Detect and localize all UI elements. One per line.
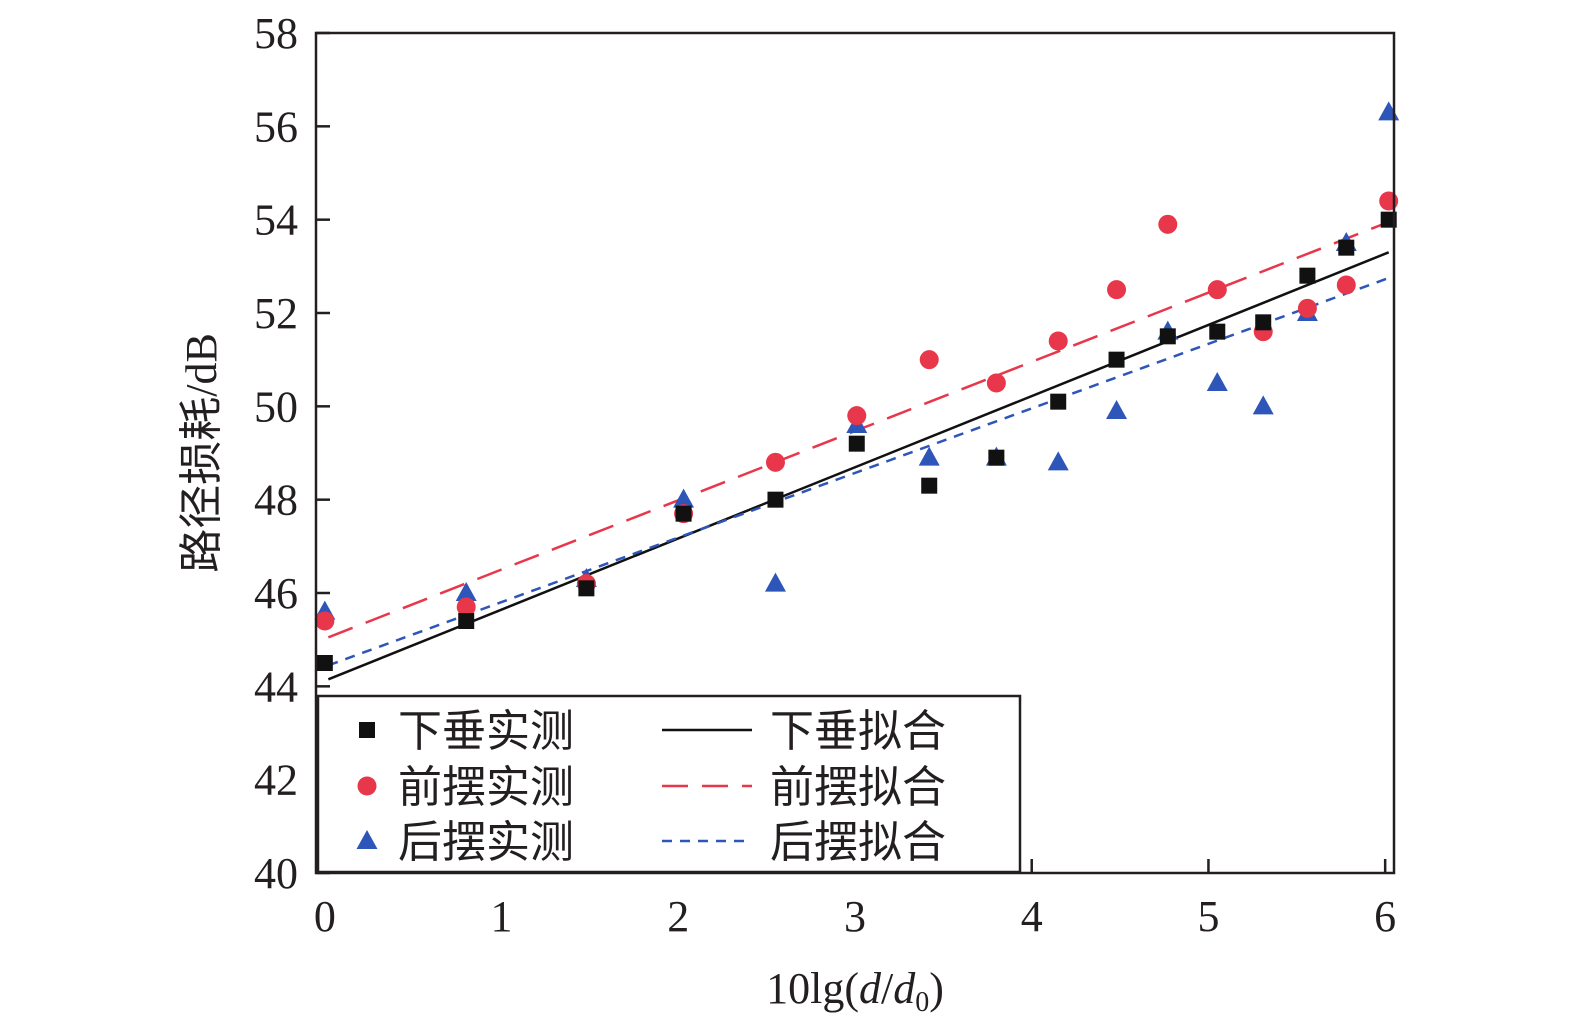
data-point <box>847 406 867 426</box>
data-point <box>764 572 786 592</box>
y-tick-label: 48 <box>254 476 298 525</box>
data-point <box>1338 239 1355 256</box>
data-point <box>1159 328 1176 345</box>
data-point <box>1297 298 1317 318</box>
data-point <box>455 582 477 601</box>
data-point <box>1207 280 1227 300</box>
data-point <box>1206 372 1228 391</box>
series-circle <box>315 191 1399 631</box>
data-point <box>1379 191 1399 211</box>
y-tick-label: 56 <box>254 102 298 151</box>
data-point <box>316 655 333 671</box>
data-point <box>1107 280 1127 300</box>
y-tick-label: 52 <box>254 289 298 338</box>
data-point <box>986 373 1006 393</box>
data-point <box>315 611 335 631</box>
legend-box <box>316 694 1022 874</box>
data-point <box>578 580 595 597</box>
legend-marker <box>356 830 378 849</box>
data-point <box>1050 393 1067 410</box>
data-point <box>456 597 476 617</box>
data-point <box>765 452 785 472</box>
data-point <box>1255 314 1272 331</box>
series-triangle <box>314 101 1400 620</box>
data-point <box>1108 351 1125 368</box>
data-point <box>673 488 695 508</box>
fit-line <box>327 251 1390 681</box>
data-point <box>1209 323 1226 340</box>
x-tick-label: 1 <box>491 892 513 941</box>
data-point <box>919 350 939 370</box>
x-tick-label: 2 <box>667 892 689 941</box>
data-point <box>675 505 692 522</box>
data-point <box>767 491 784 508</box>
y-axis-title: 路径损耗/dB <box>177 333 226 573</box>
data-point <box>1106 400 1128 419</box>
y-tick-label: 50 <box>254 382 298 431</box>
data-point <box>921 477 938 494</box>
legend-label: 后摆拟合 <box>770 818 946 867</box>
data-point <box>458 613 475 629</box>
data-point <box>988 449 1005 466</box>
data-point <box>1378 101 1400 121</box>
legend-label: 下垂拟合 <box>770 707 946 756</box>
legend-label: 下垂实测 <box>398 707 574 756</box>
data-markers <box>314 101 1400 671</box>
x-axis-title-var-d: d <box>859 964 882 1013</box>
y-tick-label: 46 <box>254 569 298 618</box>
data-point <box>1047 451 1069 471</box>
y-tick-label: 40 <box>254 849 298 898</box>
x-axis-title-prefix: 10lg( <box>766 964 859 1013</box>
legend-marker <box>359 722 375 738</box>
legend-label: 后摆实测 <box>398 818 574 867</box>
x-axis-title-subscript: 0 <box>915 987 929 1018</box>
data-point <box>918 446 940 466</box>
y-tick-label: 54 <box>254 196 298 245</box>
x-axis-title-var-d0: d <box>893 964 916 1013</box>
data-point <box>848 435 865 452</box>
x-tick-label: 6 <box>1374 892 1396 941</box>
x-tick-label: 0 <box>314 892 336 941</box>
y-tick-label: 44 <box>254 662 298 711</box>
x-tick-label: 4 <box>1021 892 1043 941</box>
data-point <box>1158 214 1178 234</box>
x-axis-title: 10lg(d/d0) <box>766 964 944 1018</box>
x-axis-title-suffix: ) <box>929 964 944 1013</box>
legend-marker <box>357 776 377 796</box>
fit-line <box>327 276 1390 667</box>
y-tick-label: 58 <box>254 9 298 58</box>
data-point <box>1336 275 1356 295</box>
data-point <box>1252 395 1274 415</box>
data-point <box>1380 211 1397 228</box>
data-point <box>1048 331 1068 351</box>
series-square <box>316 211 1397 671</box>
y-tick-label: 42 <box>254 756 298 805</box>
x-axis-title-slash: / <box>881 964 894 1013</box>
legend-label: 前摆拟合 <box>770 763 946 812</box>
data-point <box>1299 267 1316 284</box>
x-tick-label: 3 <box>844 892 866 941</box>
x-tick-label: 5 <box>1197 892 1219 941</box>
legend-label: 前摆实测 <box>398 763 574 812</box>
